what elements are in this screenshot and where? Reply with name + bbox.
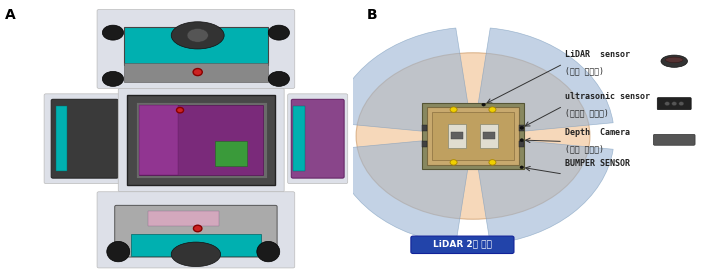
Text: (자율 주행용): (자율 주행용) — [565, 67, 604, 76]
FancyBboxPatch shape — [657, 98, 691, 110]
FancyBboxPatch shape — [422, 141, 426, 147]
FancyBboxPatch shape — [140, 105, 179, 175]
Ellipse shape — [356, 53, 590, 219]
Ellipse shape — [102, 72, 124, 86]
Text: Depth  Camera: Depth Camera — [565, 128, 630, 137]
FancyBboxPatch shape — [451, 132, 463, 139]
Circle shape — [450, 160, 457, 165]
FancyBboxPatch shape — [520, 125, 524, 131]
FancyBboxPatch shape — [124, 27, 268, 65]
FancyBboxPatch shape — [432, 112, 514, 160]
Ellipse shape — [257, 242, 280, 262]
Circle shape — [520, 166, 524, 169]
Circle shape — [520, 139, 524, 141]
Wedge shape — [473, 28, 614, 136]
FancyBboxPatch shape — [483, 132, 496, 139]
Circle shape — [176, 107, 184, 113]
FancyBboxPatch shape — [427, 107, 519, 165]
FancyBboxPatch shape — [136, 102, 267, 178]
FancyBboxPatch shape — [288, 94, 347, 184]
FancyBboxPatch shape — [115, 205, 277, 257]
FancyBboxPatch shape — [292, 99, 345, 178]
Text: LiDAR 2개 구성: LiDAR 2개 구성 — [433, 239, 492, 249]
FancyBboxPatch shape — [411, 236, 514, 254]
Ellipse shape — [661, 55, 688, 67]
FancyBboxPatch shape — [97, 10, 295, 88]
Circle shape — [482, 103, 486, 106]
Wedge shape — [473, 136, 614, 244]
Ellipse shape — [665, 57, 683, 63]
FancyBboxPatch shape — [119, 88, 284, 192]
FancyBboxPatch shape — [520, 141, 524, 147]
FancyBboxPatch shape — [654, 134, 695, 145]
Text: BUMPER SENSOR: BUMPER SENSOR — [565, 159, 630, 168]
Ellipse shape — [102, 25, 124, 40]
Wedge shape — [333, 28, 473, 136]
Circle shape — [489, 160, 496, 165]
FancyBboxPatch shape — [140, 105, 263, 175]
Text: (장애물 감지용): (장애물 감지용) — [565, 109, 609, 118]
Text: A: A — [6, 8, 16, 22]
Circle shape — [193, 225, 202, 232]
FancyBboxPatch shape — [44, 94, 126, 184]
FancyBboxPatch shape — [480, 124, 498, 148]
Ellipse shape — [107, 242, 130, 262]
Ellipse shape — [172, 242, 221, 267]
FancyBboxPatch shape — [131, 234, 261, 256]
Ellipse shape — [268, 25, 289, 40]
Wedge shape — [333, 136, 473, 244]
Text: B: B — [367, 8, 378, 22]
Circle shape — [679, 102, 683, 106]
Text: ultrasonic sensor: ultrasonic sensor — [565, 92, 650, 101]
FancyBboxPatch shape — [448, 124, 466, 148]
FancyBboxPatch shape — [422, 125, 426, 131]
Circle shape — [450, 107, 457, 112]
Text: LiDAR  sensor: LiDAR sensor — [565, 50, 630, 59]
FancyBboxPatch shape — [97, 192, 295, 268]
Text: (자율 주행용): (자율 주행용) — [565, 144, 604, 153]
FancyBboxPatch shape — [56, 106, 67, 171]
FancyBboxPatch shape — [148, 211, 219, 226]
Ellipse shape — [187, 29, 208, 42]
FancyBboxPatch shape — [422, 103, 524, 169]
FancyBboxPatch shape — [52, 99, 119, 178]
Circle shape — [672, 102, 677, 106]
FancyBboxPatch shape — [127, 95, 275, 185]
Ellipse shape — [268, 72, 289, 86]
Circle shape — [193, 69, 203, 76]
Circle shape — [520, 126, 524, 129]
FancyBboxPatch shape — [124, 63, 268, 82]
Circle shape — [665, 102, 670, 106]
Ellipse shape — [172, 22, 225, 49]
FancyBboxPatch shape — [215, 141, 247, 166]
FancyBboxPatch shape — [293, 106, 306, 171]
Circle shape — [489, 107, 496, 112]
